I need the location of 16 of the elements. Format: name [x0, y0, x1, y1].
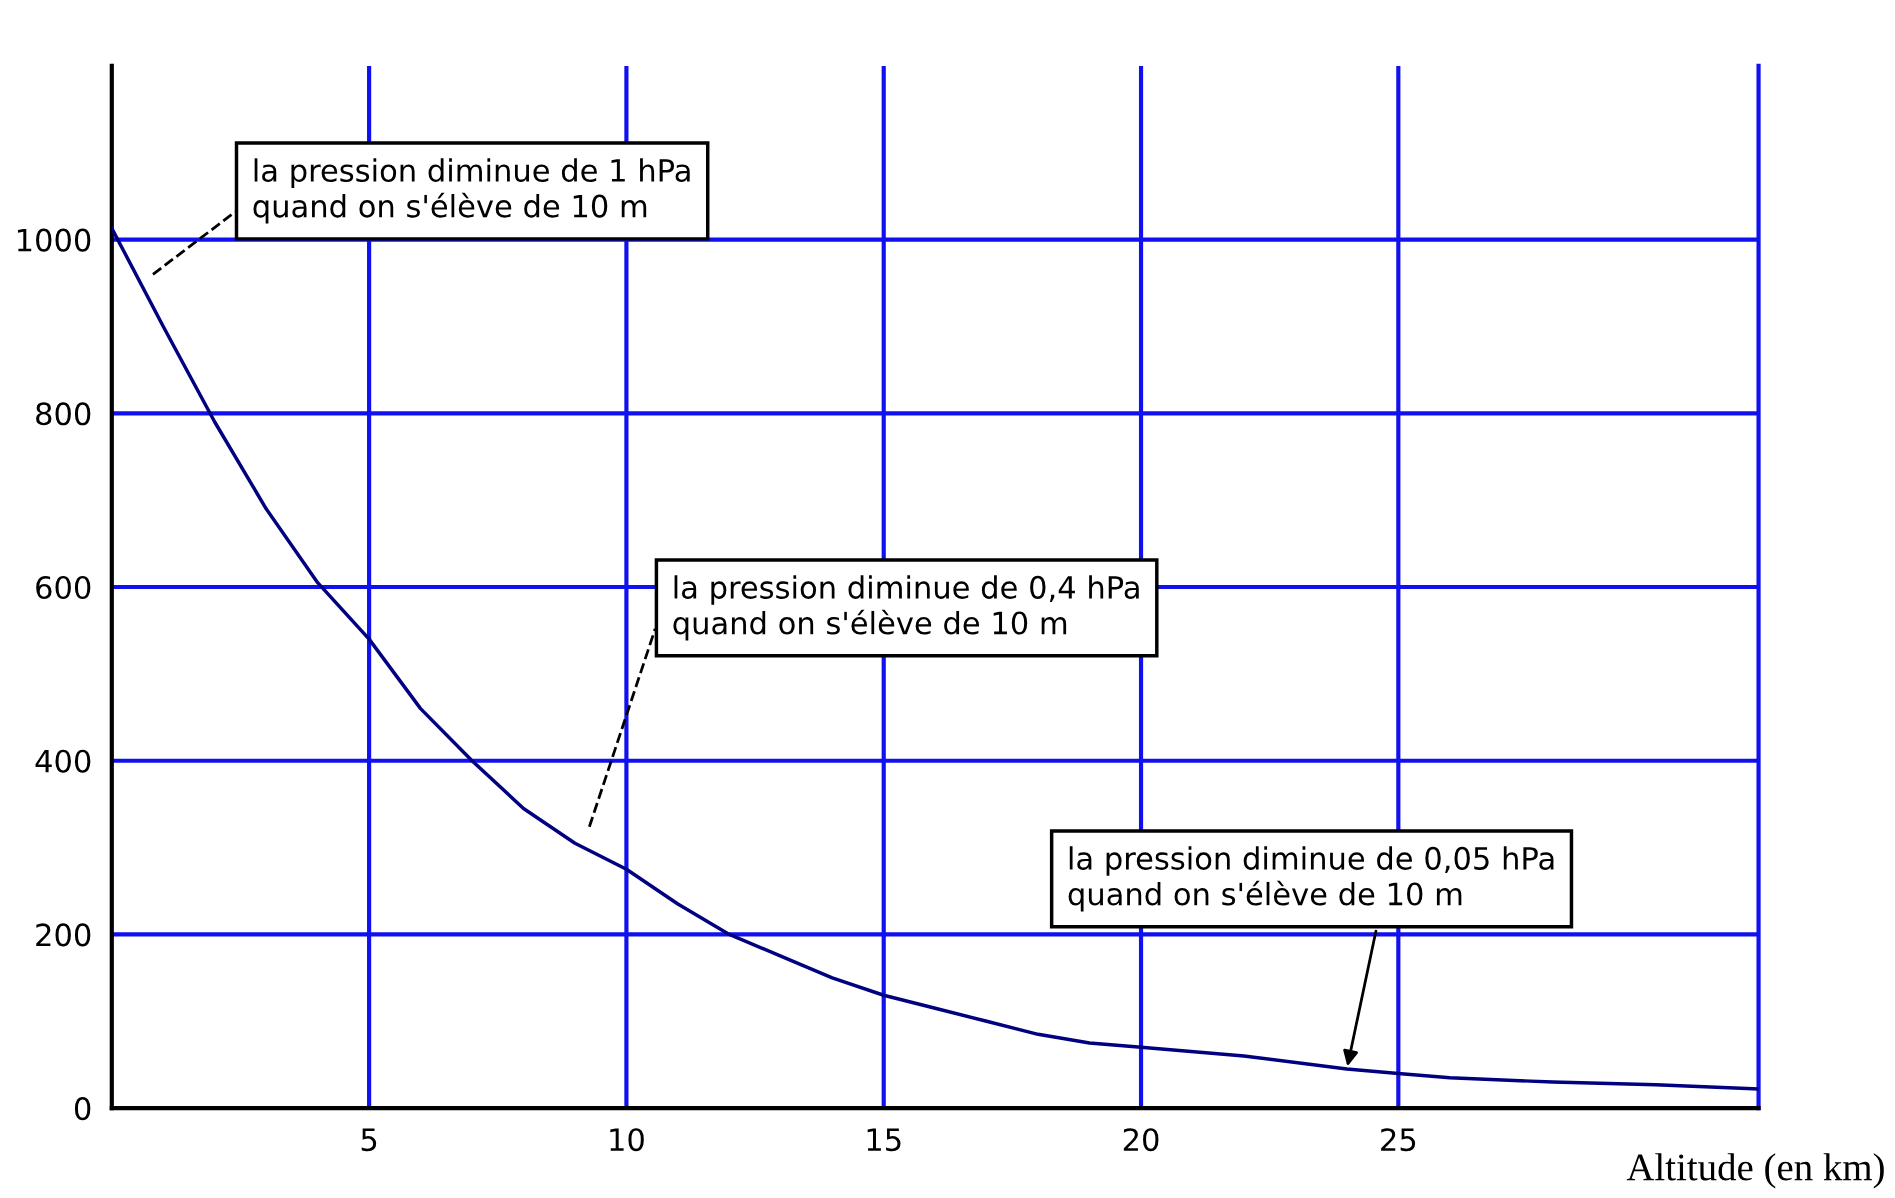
y-tick-label: 200: [36, 923, 91, 947]
x-tick-label: 10: [610, 1128, 644, 1152]
x-tick-label: 20: [1123, 1128, 1159, 1152]
x-tick-label: 5: [361, 1128, 377, 1152]
annotation: la pression diminue de 0,05 hPa quand on s'élève de 10 m: [1068, 846, 1554, 912]
y-tick-label: 600: [36, 575, 91, 600]
y-tick-label: 0: [74, 1097, 91, 1121]
annotation: la pression diminue de 0,4 hPa quand on s'élève de 10 m: [673, 575, 1139, 641]
y-tick-label: 400: [35, 749, 91, 773]
annotation: la pression diminue de 1 hPa quand on s'élève de 10 m: [253, 158, 690, 224]
line-series: [111, 226, 1759, 1091]
y-tick-label: 800: [36, 402, 91, 426]
y-tick-label: 1000: [17, 228, 91, 252]
x-axis-title: Altitude (en km): [1626, 1153, 1884, 1189]
x-tick-label: 25: [1381, 1128, 1416, 1152]
x-tick-label: 15: [867, 1128, 901, 1152]
